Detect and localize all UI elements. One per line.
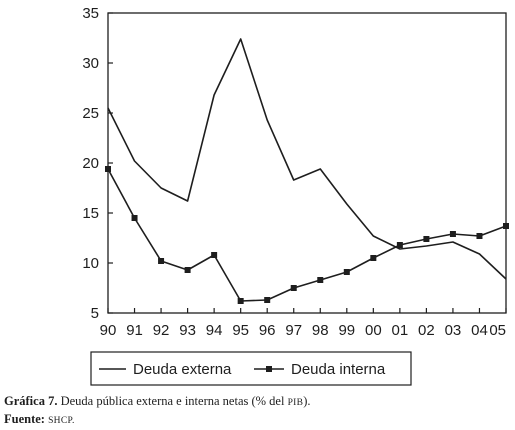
legend-label: Deuda interna xyxy=(291,361,386,378)
x-tick-label: 96 xyxy=(259,322,276,339)
figure-source: Fuente: shcp. xyxy=(4,412,75,427)
figure-caption: Gráfica 7. Deuda pública externa e inter… xyxy=(4,394,311,409)
x-tick-label: 90 xyxy=(100,322,117,339)
data-point xyxy=(105,166,111,172)
series-line xyxy=(107,38,507,280)
series-deuda-externa xyxy=(107,38,507,280)
x-tick-label: 02 xyxy=(418,322,435,339)
y-tick-label: 25 xyxy=(82,105,99,122)
data-point xyxy=(370,255,377,261)
data-point xyxy=(503,223,509,229)
data-point xyxy=(423,236,430,242)
series-deuda-interna xyxy=(105,166,509,304)
x-tick-label: 05 xyxy=(489,322,506,339)
figure-label: Gráfica 7. xyxy=(4,394,58,408)
data-point xyxy=(317,277,324,283)
y-tick-label: 35 xyxy=(82,5,99,22)
caption-text: Deuda pública externa e interna netas (%… xyxy=(60,394,288,408)
data-point xyxy=(237,298,244,304)
data-point xyxy=(396,242,403,248)
legend-box xyxy=(90,351,412,386)
caption-smallcaps: pib xyxy=(287,398,304,408)
data-point xyxy=(131,215,138,221)
caption-text-end: ). xyxy=(303,394,311,408)
x-tick-label: 97 xyxy=(285,322,302,339)
x-tick-label: 91 xyxy=(126,322,143,339)
x-tick-label: 03 xyxy=(445,322,462,339)
x-tick-label: 93 xyxy=(179,322,196,339)
x-tick-label: 94 xyxy=(206,322,223,339)
y-tick-label: 20 xyxy=(82,155,99,172)
x-axis-ticks: 90 91 92 93 94 95 96 97 98 99 00 01 02 03 04 05 xyxy=(100,308,507,339)
data-point xyxy=(343,269,350,275)
data-point xyxy=(158,258,165,264)
series-layer xyxy=(105,38,509,304)
series-line xyxy=(107,168,507,302)
x-tick-label: 01 xyxy=(392,322,409,339)
data-point xyxy=(184,267,191,273)
data-point xyxy=(211,252,218,258)
y-tick-label: 15 xyxy=(82,205,99,222)
line-chart: 5 10 15 20 25 30 35 90 91 92 93 94 95 96 97 98 99 00 01 02… xyxy=(82,5,509,386)
data-point xyxy=(449,231,456,237)
y-tick-label: 30 xyxy=(82,55,99,72)
x-tick-label: 04 xyxy=(471,322,488,339)
source-label: Fuente: xyxy=(4,412,45,426)
y-tick-label: 5 xyxy=(91,305,99,322)
data-point xyxy=(476,233,483,239)
legend-swatch-marker xyxy=(266,366,272,372)
y-tick-label: 10 xyxy=(82,255,99,272)
data-point xyxy=(290,285,297,291)
legend-label: Deuda externa xyxy=(133,361,232,378)
plot-frame xyxy=(107,12,507,314)
axes xyxy=(107,12,507,314)
y-axis-ticks: 5 10 15 20 25 30 35 xyxy=(82,5,113,322)
x-tick-label: 98 xyxy=(312,322,329,339)
x-tick-label: 95 xyxy=(232,322,249,339)
x-tick-label: 00 xyxy=(365,322,382,339)
x-tick-label: 92 xyxy=(153,322,170,339)
x-tick-label: 99 xyxy=(338,322,355,339)
source-text: shcp. xyxy=(48,416,75,426)
legend: Deuda externa Deuda interna xyxy=(90,351,412,386)
data-point xyxy=(264,297,271,303)
